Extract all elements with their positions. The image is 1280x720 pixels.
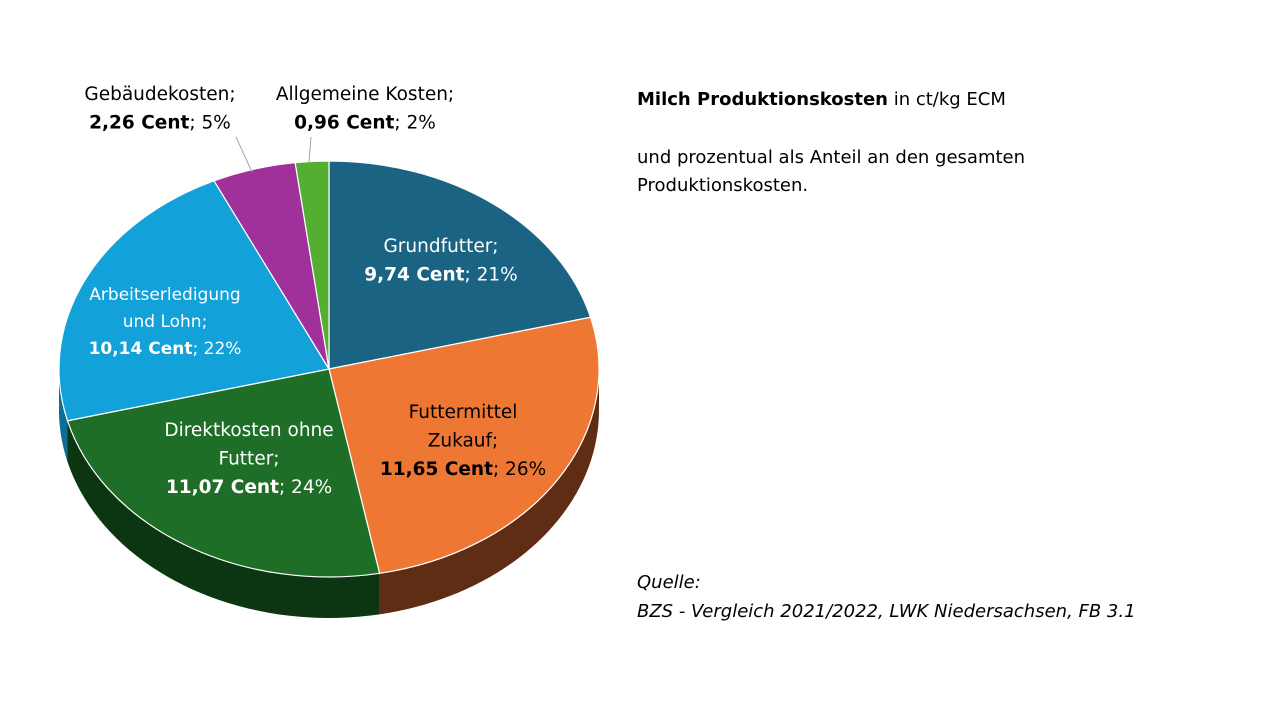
slice-value: 9,74 Cent [364, 265, 464, 286]
slice-percent: ; 26% [493, 459, 546, 480]
slice-label-allgemeine-kosten: Allgemeine Kosten; 0,96 Cent; 2% [276, 84, 454, 134]
slice-percent: ; 2% [394, 113, 435, 134]
pie-slice-futtermittel-zukauf [328, 316, 600, 574]
slice-name-line: Direktkosten ohne [164, 420, 333, 441]
pie-side-futtermittel-zukauf [379, 369, 599, 615]
pie-side-arbeitserledigung-und-lohn [59, 369, 68, 462]
pie-side-walls [59, 369, 599, 618]
pie-slices [58, 160, 600, 578]
slice-label-direktkosten-ohne-futter: Direktkosten ohne Futter; 11,07 Cent; 24% [164, 420, 333, 498]
slice-label-grundfutter: Grundfutter; 9,74 Cent; 21% [364, 236, 517, 286]
slice-name-line: Allgemeine Kosten; [276, 84, 454, 105]
slice-label-futtermittel-zukauf: Futtermittel Zukauf; 11,65 Cent; 26% [380, 402, 546, 480]
slice-name-line: Futter; [218, 449, 279, 470]
slice-name-line: Gebäudekosten; [84, 84, 235, 105]
slice-value-line: 0,96 Cent; 2% [294, 113, 436, 134]
pie-slice-grundfutter [328, 160, 592, 370]
leader-line [308, 136, 312, 163]
chart-title-bold: Milch Produktionskosten [637, 89, 888, 110]
slice-percent: ; 5% [189, 113, 230, 134]
source-text: BZS - Vergleich 2021/2022, LWK Niedersac… [637, 601, 1136, 622]
pie-labels: Grundfutter; 9,74 Cent; 21% Futtermittel Zu… [84, 84, 546, 498]
slice-value: 2,26 Cent [89, 113, 189, 134]
slice-percent: ; 21% [465, 265, 518, 286]
slice-label-gebäudekosten: Gebäudekosten; 2,26 Cent; 5% [84, 84, 235, 134]
slice-name-line: und Lohn; [123, 312, 208, 332]
slice-label-arbeitserledigung-und-lohn: Arbeitserledigung und Lohn; 10,14 Cent; 22… [89, 285, 242, 359]
slice-value-line: 9,74 Cent; 21% [364, 265, 517, 286]
chart-description: und prozentual als Anteil an den gesamte… [637, 147, 1026, 196]
slice-value-line: 2,26 Cent; 5% [89, 113, 231, 134]
slice-value: 11,65 Cent [380, 459, 493, 480]
slice-percent: ; 22% [193, 339, 242, 359]
slice-name-line: Futtermittel [409, 402, 518, 423]
info-panel: Milch Produktionskosten in ct/kg ECM und… [637, 86, 1097, 200]
slice-value-line: 11,65 Cent; 26% [380, 459, 546, 480]
pie-slice-allgemeine-kosten [294, 160, 330, 370]
slice-value-line: 11,07 Cent; 24% [166, 477, 332, 498]
slice-value: 10,14 Cent [89, 339, 193, 359]
pie-side-direktkosten-ohne-futter [67, 420, 380, 618]
slice-name-line: Grundfutter; [383, 236, 498, 257]
slice-value-line: 10,14 Cent; 22% [89, 339, 242, 359]
slice-percent: ; 24% [279, 477, 332, 498]
slice-value: 11,07 Cent [166, 477, 279, 498]
pie-slice-arbeitserledigung-und-lohn [58, 180, 330, 422]
chart-title: Milch Produktionskosten in ct/kg ECM [637, 86, 1097, 114]
slice-name-line: Zukauf; [428, 431, 499, 452]
source-note: Quelle: BZS - Vergleich 2021/2022, LWK N… [637, 568, 1136, 626]
leader-line [235, 136, 253, 173]
slice-value: 0,96 Cent [294, 113, 394, 134]
slice-name-line: Arbeitserledigung [89, 285, 240, 305]
pie-slice-direktkosten-ohne-futter [66, 368, 381, 578]
chart-title-rest: in ct/kg ECM [887, 89, 1006, 110]
source-label: Quelle: [637, 572, 701, 593]
